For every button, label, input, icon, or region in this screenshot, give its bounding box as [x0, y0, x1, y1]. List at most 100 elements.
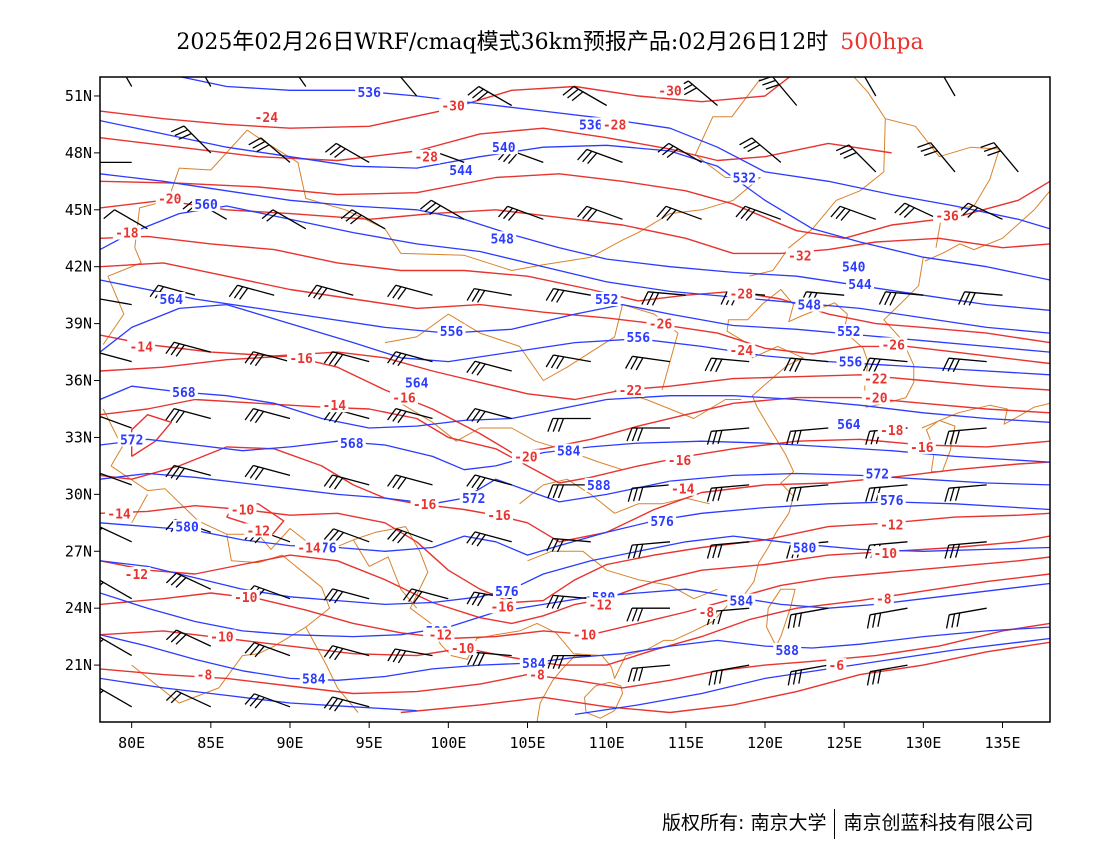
coastline: [226, 534, 331, 655]
isotherm-label-text: -10: [874, 547, 898, 562]
lon-tick-label: 125E: [826, 734, 862, 752]
wind-barb: [957, 202, 1003, 220]
height-contour: [100, 677, 417, 712]
height-contour: [178, 77, 1050, 230]
footer-separator: [834, 808, 836, 839]
isotherm-label: -10: [570, 627, 599, 644]
wind-barb: [656, 205, 702, 221]
wind-barb: [547, 484, 591, 499]
lon-tick-label: 120E: [747, 734, 783, 752]
isotherm-label-text: -32: [788, 249, 811, 264]
height-contour-label-text: 552: [837, 325, 860, 340]
wind-barb: [546, 537, 591, 553]
isotherm-label-text: -12: [125, 568, 148, 583]
coastline: [853, 77, 1000, 248]
coastline: [614, 389, 742, 419]
coastline: [107, 129, 248, 277]
wind-barb: [942, 357, 987, 373]
isotherm-label: -8: [696, 605, 717, 621]
height-contour-label: 576: [648, 513, 677, 530]
isotherm-label-text: -6: [828, 659, 844, 674]
isotherm-label-text: -18: [880, 424, 904, 439]
coastline: [384, 304, 623, 381]
wind-barb: [958, 291, 1003, 306]
isotherm-label-text: -16: [289, 352, 313, 367]
wind-barb: [170, 125, 212, 154]
height-contour-label: 564: [157, 292, 186, 308]
height-contour-label-text: 572: [120, 433, 143, 448]
lon-tick-label: 110E: [589, 734, 625, 752]
isotherm-label: -12: [122, 567, 151, 583]
wind-barb: [863, 357, 908, 373]
height-contour-label-text: 580: [793, 542, 817, 557]
lon-tick-label: 90E: [276, 734, 303, 752]
wind-barb: [100, 579, 133, 600]
wind-barb: [980, 142, 1019, 173]
isotherm-label-text: -10: [210, 631, 234, 646]
height-contour: [100, 501, 1050, 556]
height-contour-label-text: 540: [492, 141, 516, 156]
height-contour-label-text: 576: [880, 494, 904, 509]
isotherm-label: -16: [390, 390, 418, 407]
isotherm-label: -18: [877, 422, 906, 439]
wind-barb: [165, 341, 211, 357]
wind-barb: [708, 664, 750, 686]
lat-tick-label: 30N: [65, 485, 92, 503]
wind-barb: [943, 77, 956, 97]
height-contour-label-text: 564: [837, 418, 861, 433]
wind-barb: [786, 484, 829, 502]
height-contour-label: 552: [592, 292, 621, 308]
isotherm-label: -20: [861, 390, 890, 407]
isotherm-label: -16: [485, 508, 513, 524]
lat-tick-label: 51N: [65, 87, 92, 105]
height-contour-label-text: 584: [557, 445, 581, 460]
wind-barb: [546, 594, 591, 610]
wind-barb: [735, 205, 782, 221]
wind-barb: [340, 209, 386, 230]
latitude-axis: 21N 24N 27N 30N 33N 36N 39N 42N 45N 48N 51N: [65, 87, 100, 674]
height-contour-label: 572: [863, 466, 892, 483]
isotherm-label: -16: [665, 453, 694, 469]
wind-barb: [547, 417, 591, 432]
wind-barb: [419, 199, 465, 220]
coastline: [921, 402, 1050, 429]
wind-barb: [466, 407, 512, 424]
wind-barb: [248, 137, 291, 163]
height-contour-label: 544: [447, 163, 475, 179]
isotherm-label: -14: [295, 540, 323, 557]
height-contour-label-text: 532: [733, 172, 756, 187]
wind-barb: [835, 144, 877, 173]
height-contour-label: 532: [730, 170, 759, 187]
height-contour-label: 564: [402, 375, 431, 391]
isotherm-label-text: -14: [323, 399, 347, 414]
lon-tick-label: 85E: [197, 734, 224, 752]
height-contour: [100, 303, 1050, 376]
wind-barb: [103, 209, 148, 230]
height-contour-label: 568: [337, 436, 366, 452]
isotherm-label: -6: [826, 658, 847, 674]
wind-barb: [261, 209, 307, 230]
map-plot-area: 536 536 540 544 532 560 548 540 544 552 548 564 556 5…: [100, 77, 1050, 722]
height-contour: [100, 173, 1050, 311]
height-contour-label: 588: [584, 477, 613, 494]
lat-tick-label: 33N: [65, 428, 92, 446]
lon-tick-label: 105E: [509, 734, 545, 752]
isotherm-label: -20: [155, 191, 184, 207]
height-contour-label: 568: [169, 384, 198, 401]
wind-barb: [467, 85, 513, 107]
height-contour: [100, 119, 1050, 281]
wind-barb: [787, 664, 829, 686]
isotherm-label: -22: [616, 383, 645, 399]
wind-barb: [244, 464, 291, 481]
wind-barb: [165, 464, 211, 481]
isotherm-label-text: -24: [730, 344, 754, 359]
isotherm-label-text: -28: [603, 118, 627, 133]
height-contour-label: 556: [437, 324, 466, 340]
wind-barb: [165, 407, 211, 424]
height-contour-label-text: 588: [775, 644, 799, 659]
isotherm-label: -8: [194, 667, 215, 684]
height-contour-label-text: 584: [302, 672, 326, 687]
height-contour-label: 536: [576, 117, 605, 133]
isotherm: [100, 505, 1050, 604]
isotherm-label: -10: [448, 641, 477, 657]
